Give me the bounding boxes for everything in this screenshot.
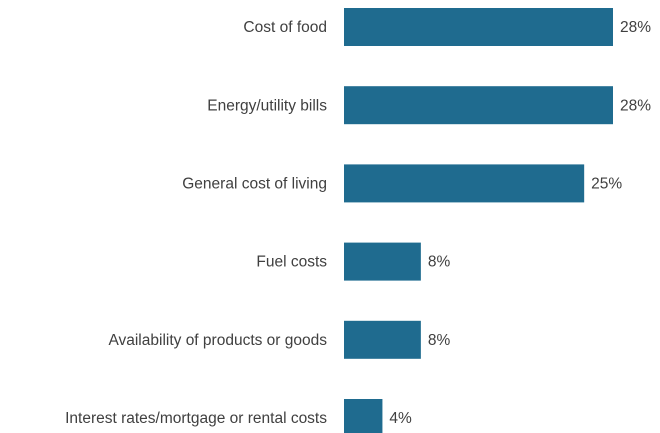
data-label: 8% xyxy=(428,254,451,271)
category-label: Fuel costs xyxy=(256,254,327,271)
data-label: 8% xyxy=(428,332,451,349)
bar xyxy=(344,164,585,203)
category-label: Interest rates/mortgage or rental costs xyxy=(65,410,327,427)
category-label: Availability of products or goods xyxy=(108,332,327,349)
data-label: 28% xyxy=(620,97,651,114)
bar xyxy=(344,8,613,46)
category-label: General cost of living xyxy=(182,175,327,192)
bar xyxy=(344,242,421,281)
category-label: Energy/utility bills xyxy=(207,97,327,114)
bar xyxy=(344,320,421,359)
bar xyxy=(344,86,613,125)
data-label: 25% xyxy=(591,175,622,192)
bar xyxy=(344,399,383,433)
category-label: Cost of food xyxy=(243,19,327,36)
data-label: 4% xyxy=(389,410,412,427)
data-label: 28% xyxy=(620,19,651,36)
